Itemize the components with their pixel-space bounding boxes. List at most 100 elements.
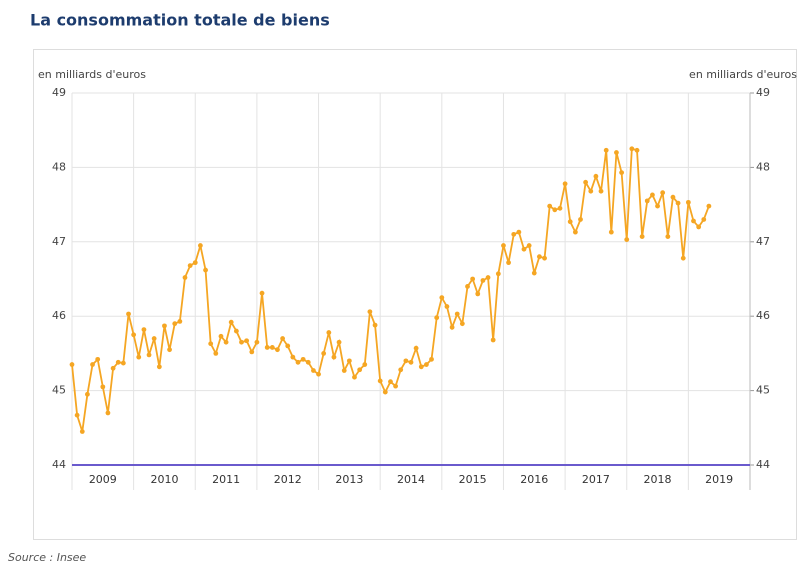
x-tick-label: 2017 <box>582 473 610 486</box>
data-point <box>280 336 286 341</box>
data-point <box>567 219 573 225</box>
data-point <box>90 362 95 367</box>
data-point <box>187 263 193 269</box>
data-point <box>192 260 198 266</box>
data-point <box>393 383 398 389</box>
data-point <box>311 368 316 373</box>
data-point <box>172 321 178 327</box>
data-point <box>254 339 260 345</box>
y-tick-label: 46 <box>52 309 66 322</box>
y-tick-label: 48 <box>52 160 66 173</box>
data-point <box>557 205 563 211</box>
y2-tick-label: 46 <box>756 309 770 322</box>
data-point <box>85 391 90 397</box>
data-point <box>331 354 337 360</box>
data-point <box>218 333 224 339</box>
data-point <box>608 229 614 235</box>
data-point <box>454 311 460 317</box>
data-point <box>285 343 291 349</box>
y-tick-label: 49 <box>52 86 66 99</box>
data-point <box>583 179 589 185</box>
chart-title: La consommation totale de biens <box>30 11 330 30</box>
data-point <box>156 364 162 370</box>
data-point <box>578 217 583 222</box>
data-point <box>141 327 147 332</box>
data-point <box>495 271 501 277</box>
data-point <box>275 347 280 353</box>
data-point <box>244 338 250 344</box>
data-point <box>208 341 214 347</box>
data-point <box>336 339 342 345</box>
y2-tick-label: 44 <box>756 458 770 471</box>
data-point <box>536 254 542 260</box>
data-point <box>377 378 383 384</box>
data-point <box>177 319 183 324</box>
data-point <box>675 200 681 206</box>
x-tick-label: 2015 <box>459 473 487 486</box>
data-point <box>105 410 111 416</box>
data-point <box>110 365 116 371</box>
data-point <box>398 367 404 373</box>
data-point <box>367 309 373 315</box>
data-point <box>706 203 712 209</box>
data-point <box>115 359 121 365</box>
data-point <box>598 188 604 194</box>
data-point <box>95 356 101 362</box>
data-point <box>413 345 419 351</box>
data-point <box>624 237 630 242</box>
data-point <box>490 337 496 343</box>
data-point <box>521 246 527 252</box>
data-point <box>249 349 255 355</box>
data-point <box>305 359 311 365</box>
data-point <box>660 190 666 196</box>
x-tick-label: 2009 <box>89 473 117 486</box>
data-point <box>650 192 655 198</box>
y2-tick-label: 45 <box>756 384 770 397</box>
data-point <box>552 207 558 213</box>
data-point <box>572 229 578 235</box>
x-tick-label: 2016 <box>520 473 548 486</box>
data-point <box>341 368 347 373</box>
data-point <box>326 330 332 335</box>
data-point <box>516 229 522 235</box>
data-point <box>506 260 511 266</box>
data-point <box>79 429 85 434</box>
data-point <box>588 188 594 194</box>
data-point <box>388 379 393 385</box>
x-tick-label: 2019 <box>705 473 733 486</box>
data-point <box>547 203 553 209</box>
data-point <box>382 389 388 395</box>
data-point <box>228 319 234 325</box>
data-point <box>696 224 702 230</box>
data-point <box>685 199 691 205</box>
data-point <box>131 332 137 338</box>
data-point <box>619 170 625 176</box>
x-tick-label: 2018 <box>644 473 672 486</box>
data-point <box>459 321 465 327</box>
x-tick-label: 2012 <box>274 473 302 486</box>
data-point <box>74 412 80 418</box>
data-point <box>670 194 676 200</box>
y2-tick-label: 47 <box>756 235 770 248</box>
data-point <box>429 356 434 362</box>
data-point <box>197 243 203 248</box>
data-point <box>655 203 660 209</box>
data-point <box>691 218 696 224</box>
data-point <box>639 234 645 239</box>
data-point <box>593 173 599 179</box>
data-point <box>233 328 239 334</box>
data-point <box>100 384 106 390</box>
data-point <box>300 356 306 362</box>
data-point <box>444 304 450 309</box>
data-point <box>408 359 414 365</box>
data-point <box>203 267 208 273</box>
x-tick-label: 2013 <box>335 473 363 486</box>
data-point <box>629 146 635 152</box>
data-point <box>470 276 476 282</box>
data-point <box>213 351 219 356</box>
data-point <box>562 181 568 187</box>
data-point <box>465 284 470 289</box>
data-point <box>665 234 671 239</box>
